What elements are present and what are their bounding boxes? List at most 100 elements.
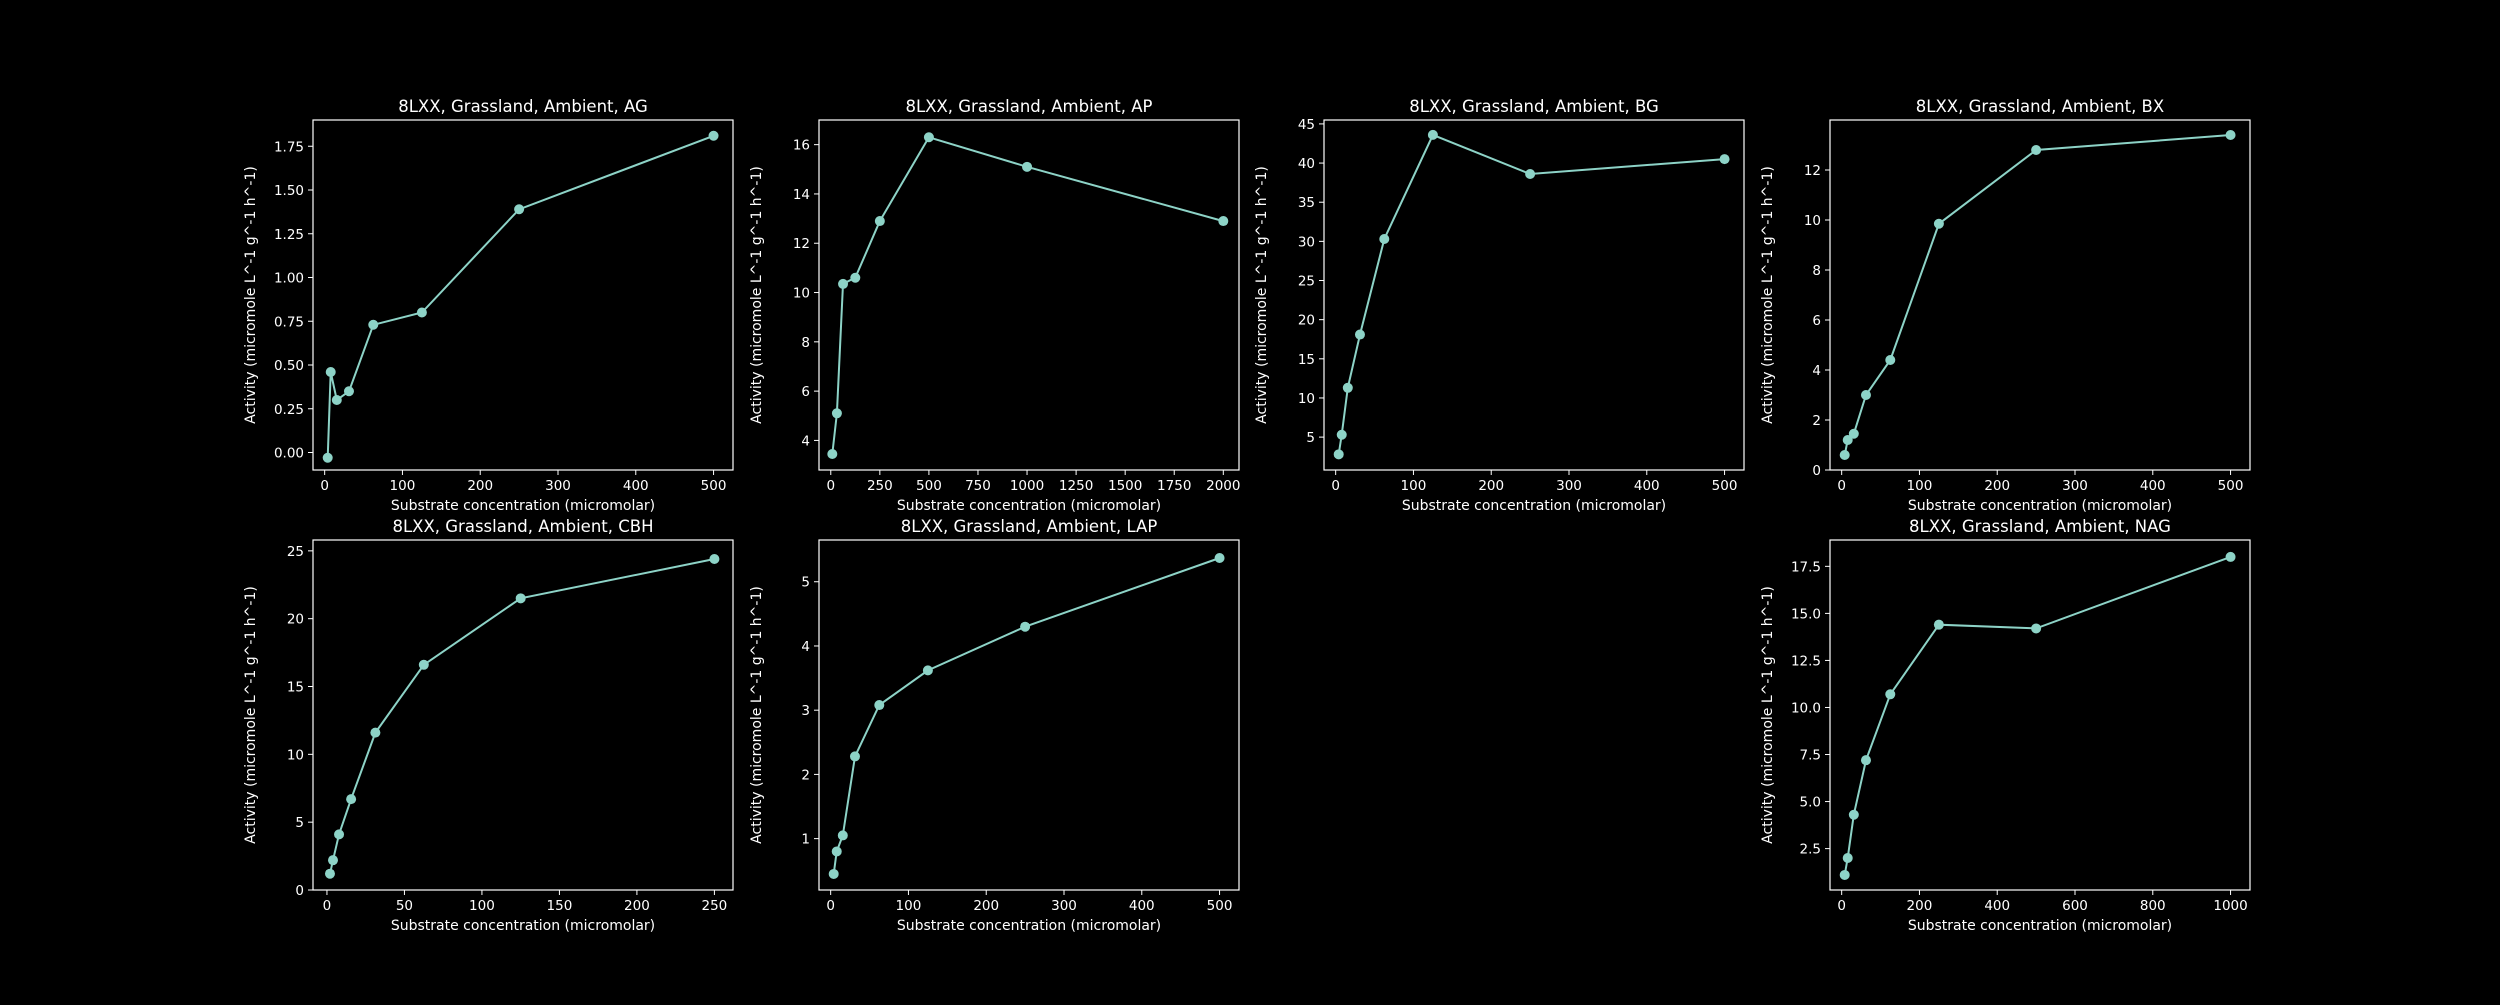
y-tick-label: 4 (1812, 363, 1821, 379)
x-tick-label: 500 (2218, 478, 2244, 494)
series-line (1843, 555, 2231, 876)
data-point (1020, 621, 1031, 632)
x-tick-label: 0 (1837, 478, 1846, 494)
data-point (514, 204, 525, 215)
x-tick-label: 0 (323, 898, 332, 914)
data-point (327, 855, 338, 866)
chart-title: 8LXX, Grassland, Ambient, AG (398, 97, 648, 116)
y-tick-label: 5 (1306, 430, 1315, 446)
y-tick-label: 40 (1298, 156, 1315, 172)
series-line (832, 557, 1220, 875)
x-axis-label: Substrate concentration (micromolar) (1908, 918, 2172, 934)
subplot-6: 8LXX, Grassland, Ambient, LAP 0 100 200 300 4… (749, 517, 1240, 934)
subplot-4: 8LXX, Grassland, Ambient, BX0 100 200 300 40… (1760, 97, 2251, 514)
chart-title: 8LXX, Grassland, Ambient, NAG (1909, 517, 2171, 536)
y-tick-label: 17.5 (1791, 559, 1821, 575)
y-axis-label: Activity (micromole L^-1 g^-1 h^-1) (749, 586, 765, 844)
x-tick-label: 200 (467, 478, 493, 494)
x-tick-label: 100 (1401, 478, 1427, 494)
y-tick-label: 15 (1298, 352, 1315, 368)
axes-frame (1829, 119, 2251, 471)
y-tick-label: 1 (801, 832, 810, 848)
subplot-3: 8LXX, Grassland, Ambient, BG 0 100 200 300 40… (1254, 97, 1745, 514)
data-point (1933, 218, 1944, 229)
data-point (325, 367, 336, 377)
data-point (1719, 154, 1730, 165)
data-point (1848, 428, 1859, 439)
data-point (874, 700, 885, 711)
data-point (334, 829, 345, 840)
y-tick-label: 25 (1298, 274, 1315, 290)
y-tick-label: 0.50 (274, 358, 304, 374)
x-tick-label: 400 (2140, 478, 2166, 494)
x-tick-label: 1500 (1108, 478, 1142, 494)
x-tick-label: 300 (2062, 478, 2088, 494)
data-point (1333, 449, 1344, 460)
y-tick-label: 15.0 (1791, 606, 1821, 622)
axes-frame (1829, 539, 2251, 891)
y-axis-label: Activity (micromole L^-1 g^-1 h^-1) (749, 166, 765, 424)
data-point (1842, 435, 1853, 445)
x-tick-label: 150 (547, 898, 573, 914)
subplot-7: 8LXX, Grassland, Ambient, NAG 0 200 400 600 8… (1760, 517, 2251, 934)
data-point (2225, 551, 2236, 562)
data-point (874, 216, 885, 227)
data-point (1218, 216, 1229, 227)
data-point (1379, 234, 1390, 245)
data-point (1525, 169, 1536, 180)
chart-title: 8LXX, Grassland, Ambient, AP (905, 97, 1152, 116)
y-tick-label: 12 (1804, 163, 1821, 179)
x-tick-label: 200 (1984, 478, 2010, 494)
data-point (1427, 129, 1438, 140)
y-tick-label: 10 (793, 286, 810, 302)
x-tick-label: 2000 (1206, 478, 1240, 494)
x-tick-label: 250 (867, 478, 893, 494)
x-tick-label: 100 (896, 898, 922, 914)
x-tick-label: 500 (1207, 898, 1233, 914)
data-point (346, 794, 357, 805)
x-tick-label: 400 (1984, 898, 2010, 914)
x-axis-label: Substrate concentration (micromolar) (897, 918, 1161, 934)
y-tick-label: 10 (1298, 391, 1315, 407)
x-tick-label: 250 (702, 898, 728, 914)
x-tick-label: 0 (826, 478, 835, 494)
y-tick-label: 12 (793, 236, 810, 252)
data-point (849, 751, 860, 762)
y-axis-label: Activity (micromole L^-1 g^-1 h^-1) (1760, 586, 1776, 844)
y-tick-label: 20 (1298, 313, 1315, 329)
data-point (1342, 382, 1353, 393)
x-tick-label: 0 (1837, 898, 1846, 914)
data-point (515, 593, 526, 604)
data-point (838, 278, 849, 289)
y-tick-label: 5 (295, 815, 304, 831)
y-tick-label: 5 (801, 575, 810, 591)
y-tick-label: 8 (1812, 263, 1821, 279)
x-tick-label: 200 (1907, 898, 1933, 914)
y-tick-label: 25 (287, 544, 304, 560)
y-tick-label: 10 (287, 747, 304, 763)
y-tick-label: 0 (1812, 463, 1821, 479)
y-tick-label: 4 (801, 639, 810, 655)
y-tick-label: 16 (793, 138, 810, 154)
y-tick-label: 20 (287, 612, 304, 628)
data-point (418, 659, 429, 670)
y-axis-label: Activity (micromole L^-1 g^-1 h^-1) (1760, 166, 1776, 424)
y-tick-label: 6 (1812, 313, 1821, 329)
data-point (1848, 809, 1859, 820)
y-tick-label: 35 (1298, 195, 1315, 211)
x-tick-label: 500 (701, 478, 727, 494)
y-tick-label: 2.5 (1800, 842, 1821, 858)
y-tick-label: 10.0 (1791, 700, 1821, 716)
y-tick-label: 1.00 (274, 271, 304, 287)
data-point (828, 868, 839, 879)
x-tick-label: 500 (1712, 478, 1738, 494)
data-point (368, 319, 379, 330)
subplot-2: 8LXX, Grassland, Ambient, AP 0 250 500 750 10… (749, 97, 1240, 514)
y-tick-label: 0.25 (274, 402, 304, 418)
data-point (1839, 450, 1850, 460)
x-tick-label: 300 (1051, 898, 1077, 914)
x-tick-label: 1750 (1157, 478, 1191, 494)
x-tick-label: 800 (2140, 898, 2166, 914)
y-axis-label: Activity (micromole L^-1 g^-1 h^-1) (1254, 166, 1270, 424)
